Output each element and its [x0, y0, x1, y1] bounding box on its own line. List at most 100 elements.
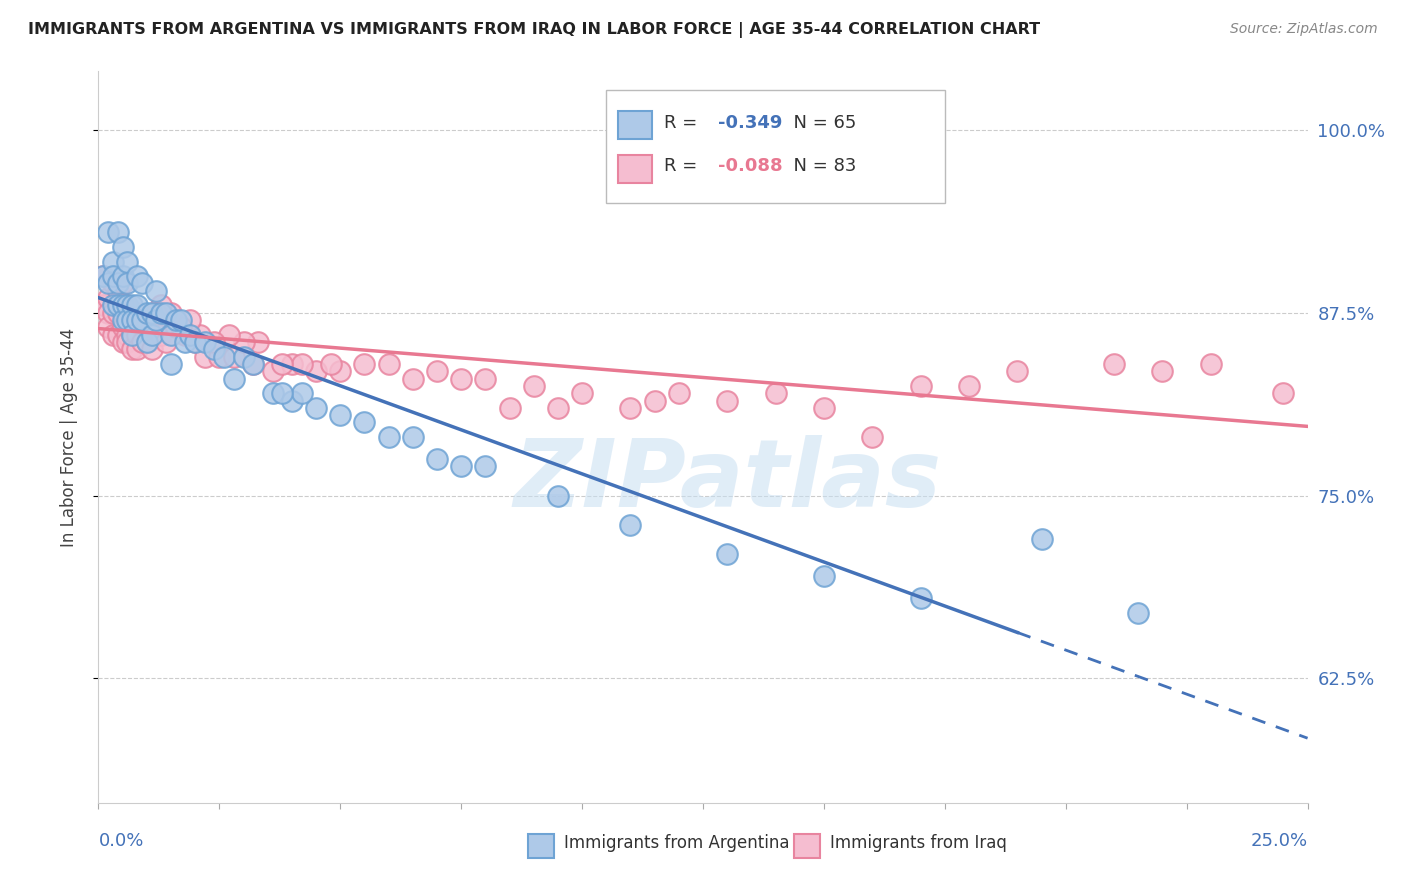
Point: [165, 313, 187, 327]
Text: Immigrants from Argentina: Immigrants from Argentina: [564, 834, 789, 852]
Point: [174, 334, 197, 349]
Point: [281, 357, 304, 371]
Point: [131, 313, 153, 327]
FancyBboxPatch shape: [606, 90, 945, 203]
Point: [329, 364, 352, 378]
Text: ZIPatlas: ZIPatlas: [513, 435, 941, 527]
Point: [127, 343, 149, 357]
Point: [121, 306, 143, 320]
Point: [1152, 364, 1174, 378]
Point: [97, 225, 120, 239]
Point: [644, 393, 666, 408]
Text: 25.0%: 25.0%: [1250, 832, 1308, 850]
Point: [450, 459, 472, 474]
Point: [111, 240, 134, 254]
Point: [131, 313, 153, 327]
Text: 0.0%: 0.0%: [98, 832, 143, 850]
Point: [160, 357, 183, 371]
Point: [242, 357, 264, 371]
Point: [145, 313, 167, 327]
Point: [101, 306, 124, 320]
Point: [813, 401, 835, 415]
Point: [117, 298, 139, 312]
Point: [271, 357, 294, 371]
Point: [1128, 606, 1150, 620]
Point: [135, 313, 157, 327]
Point: [127, 298, 149, 312]
Point: [117, 313, 139, 327]
Point: [716, 547, 738, 561]
Point: [160, 327, 183, 342]
Point: [165, 320, 187, 334]
Point: [121, 327, 143, 342]
Point: [910, 379, 932, 393]
Point: [1199, 357, 1222, 371]
Point: [121, 313, 143, 327]
Point: [474, 371, 496, 385]
Point: [121, 327, 143, 342]
Point: [184, 334, 207, 349]
Point: [91, 298, 114, 312]
Point: [141, 327, 163, 342]
Point: [169, 320, 191, 334]
Point: [135, 306, 157, 320]
Point: [101, 254, 124, 268]
Point: [188, 327, 211, 342]
Point: [305, 401, 328, 415]
Point: [127, 327, 149, 342]
Point: [150, 327, 173, 342]
Point: [262, 364, 284, 378]
Point: [111, 313, 134, 327]
Point: [242, 357, 264, 371]
Text: R =: R =: [664, 113, 703, 131]
Point: [169, 313, 191, 327]
Point: [305, 364, 328, 378]
Point: [150, 298, 173, 312]
Point: [141, 306, 163, 320]
Point: [813, 569, 835, 583]
Point: [107, 277, 129, 291]
Point: [111, 277, 134, 291]
Point: [111, 334, 134, 349]
Point: [402, 430, 425, 444]
Point: [716, 393, 738, 408]
Point: [860, 430, 883, 444]
Point: [571, 386, 593, 401]
Point: [97, 320, 120, 334]
Point: [547, 489, 569, 503]
Point: [141, 320, 163, 334]
Point: [91, 269, 114, 284]
Text: IMMIGRANTS FROM ARGENTINA VS IMMIGRANTS FROM IRAQ IN LABOR FORCE | AGE 35-44 COR: IMMIGRANTS FROM ARGENTINA VS IMMIGRANTS …: [28, 22, 1040, 38]
Bar: [619, 154, 652, 183]
Point: [194, 350, 217, 364]
Point: [619, 401, 641, 415]
Point: [101, 277, 124, 291]
Point: [107, 298, 129, 312]
Point: [107, 306, 129, 320]
Point: [194, 334, 217, 349]
Point: [117, 327, 139, 342]
Point: [117, 277, 139, 291]
Bar: [793, 834, 820, 858]
Point: [121, 343, 143, 357]
Point: [107, 327, 129, 342]
Point: [212, 350, 235, 364]
Point: [107, 284, 129, 298]
Point: [101, 298, 124, 312]
Point: [474, 459, 496, 474]
Point: [1007, 364, 1029, 378]
Text: N = 65: N = 65: [782, 113, 856, 131]
Point: [910, 591, 932, 605]
Point: [426, 364, 449, 378]
Y-axis label: In Labor Force | Age 35-44: In Labor Force | Age 35-44: [59, 327, 77, 547]
Point: [145, 284, 167, 298]
Point: [101, 269, 124, 284]
Point: [402, 371, 425, 385]
Point: [111, 269, 134, 284]
Point: [204, 334, 226, 349]
Point: [353, 357, 375, 371]
Point: [353, 416, 375, 430]
Point: [247, 334, 270, 349]
Point: [450, 371, 472, 385]
Point: [222, 371, 245, 385]
